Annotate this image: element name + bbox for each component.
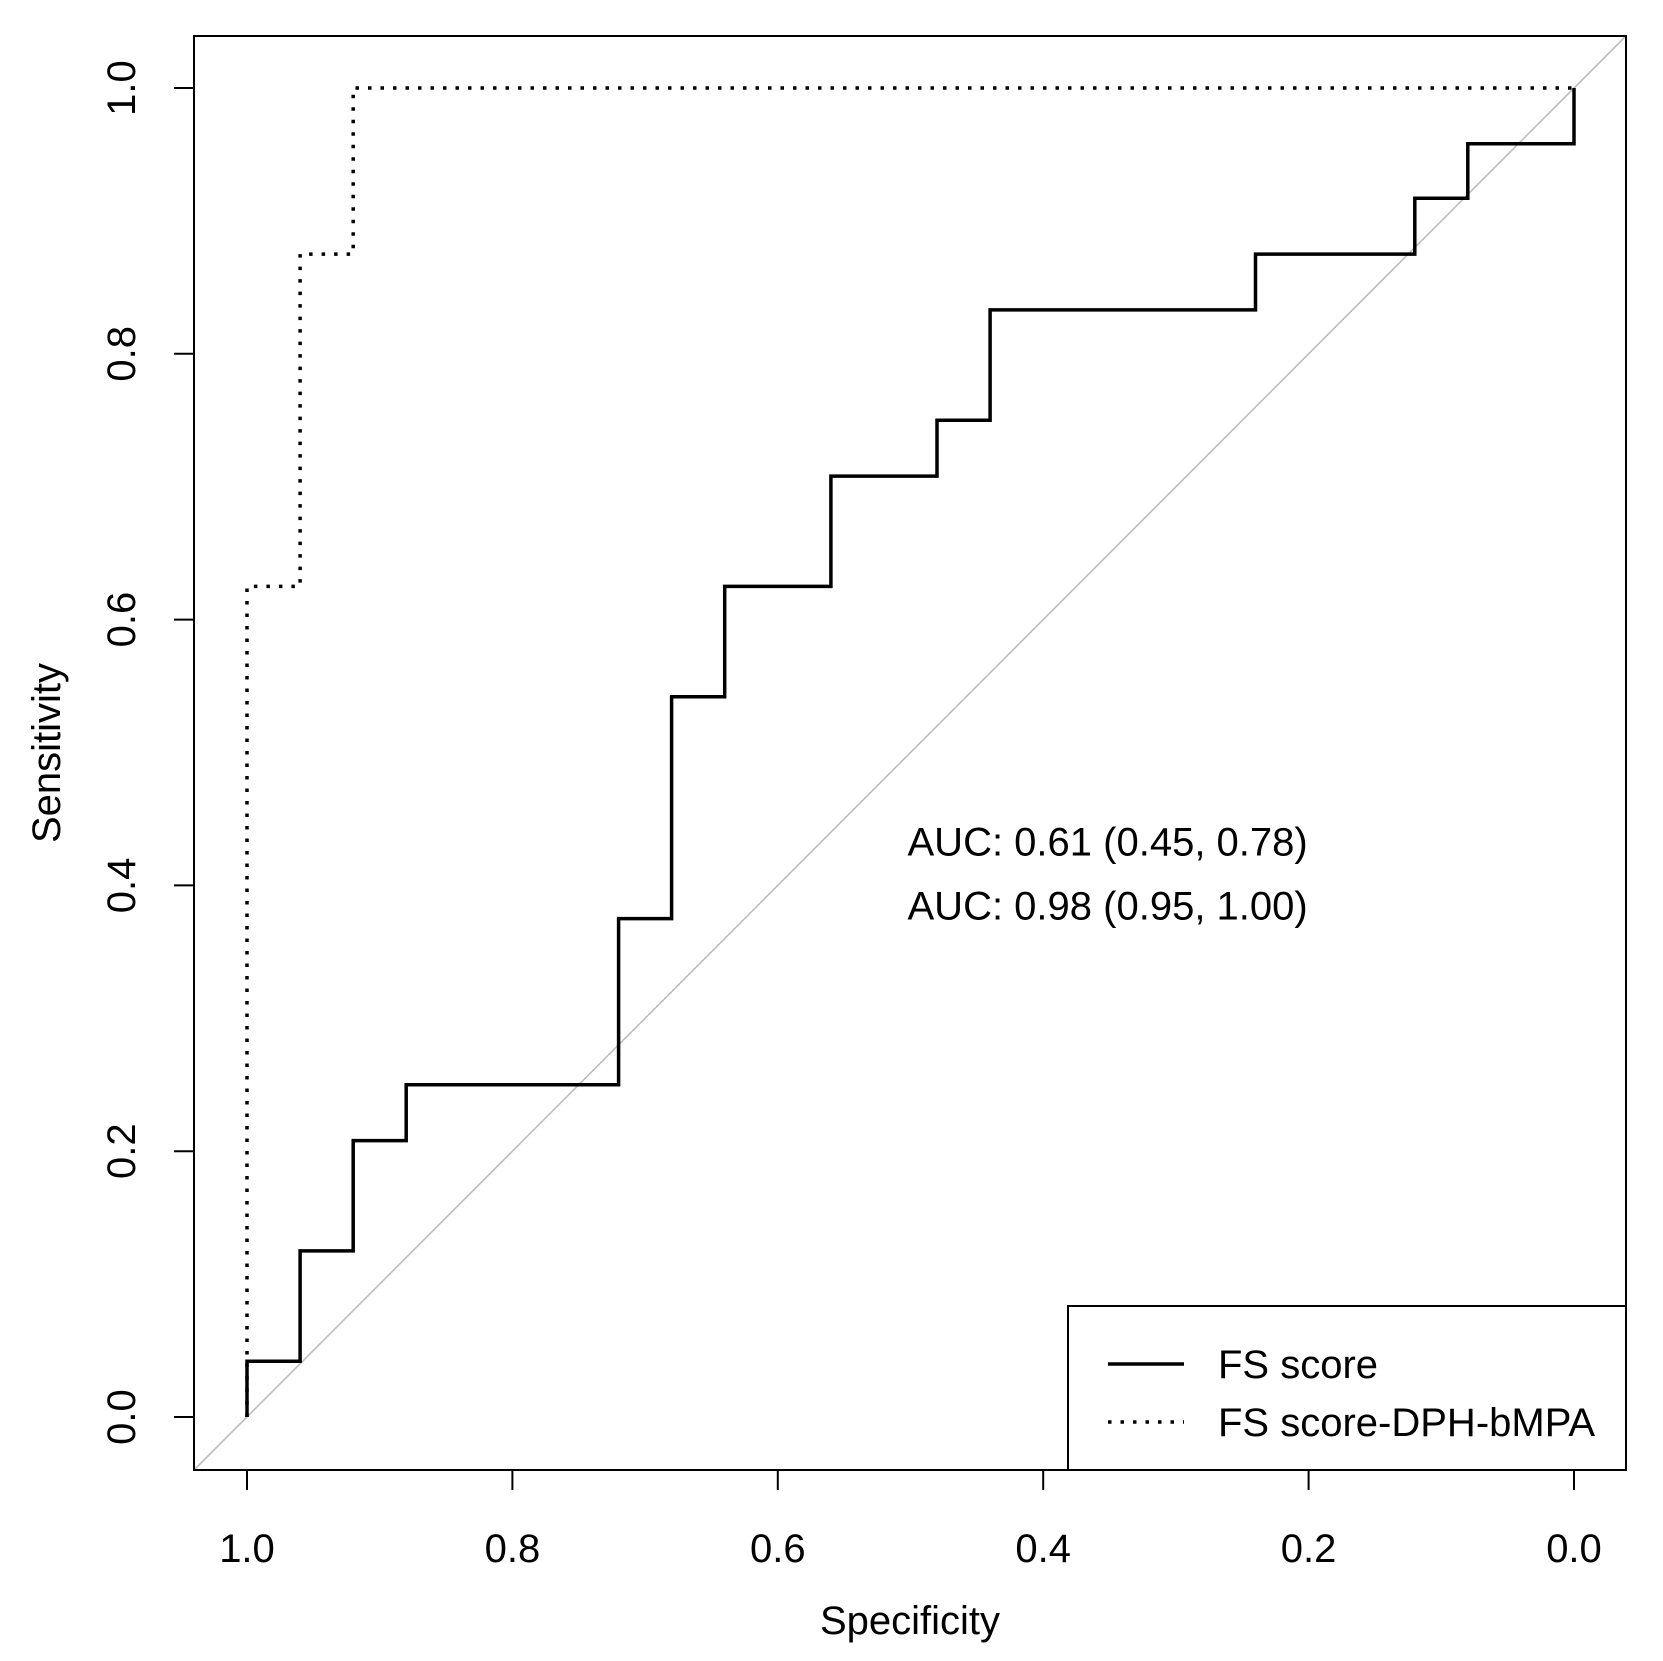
x-tick-label: 0.2 — [1281, 1527, 1337, 1571]
roc-curve-fs-score-dph-bmpa — [245, 86, 1574, 1417]
y-tick-label: 0.8 — [100, 326, 144, 382]
y-axis-title: Sensitivity — [25, 663, 69, 843]
y-tick-label: 0.6 — [100, 592, 144, 648]
x-tick-label: 0.8 — [485, 1527, 541, 1571]
y-tick-label: 0.4 — [100, 858, 144, 914]
auc-annotation-fs-score: AUC: 0.61 (0.45, 0.78) — [908, 821, 1308, 865]
roc-curve-fs-score — [245, 88, 1576, 1417]
series-layer — [245, 86, 1576, 1417]
plot-frame — [193, 35, 1627, 1471]
auc-annotation-fs-score-dph-bmpa: AUC: 0.98 (0.95, 1.00) — [908, 884, 1308, 928]
legend: FS score FS score-DPH-bMPA — [1067, 1305, 1627, 1471]
legend-box — [1067, 1305, 1627, 1471]
x-tick-label: 0.0 — [1546, 1527, 1602, 1571]
y-tick-label: 0.0 — [100, 1389, 144, 1445]
y-tick-label: 0.2 — [100, 1123, 144, 1179]
x-tick-label: 0.4 — [1015, 1527, 1071, 1571]
x-tick-label: 0.6 — [750, 1527, 806, 1571]
x-axis-title: Specificity — [820, 1599, 1000, 1643]
legend-label-fs-score-dph-bmpa: FS score-DPH-bMPA — [1218, 1401, 1595, 1445]
x-tick-label: 1.0 — [219, 1527, 275, 1571]
y-axis: 0.0 0.2 0.4 0.6 0.8 1.0 — [100, 60, 194, 1445]
reference-diagonal-line — [193, 35, 1627, 1471]
legend-label-fs-score: FS score — [1218, 1343, 1378, 1387]
y-tick-label: 1.0 — [100, 60, 144, 116]
x-axis: 1.0 0.8 0.6 0.4 0.2 0.0 — [219, 1470, 1602, 1571]
